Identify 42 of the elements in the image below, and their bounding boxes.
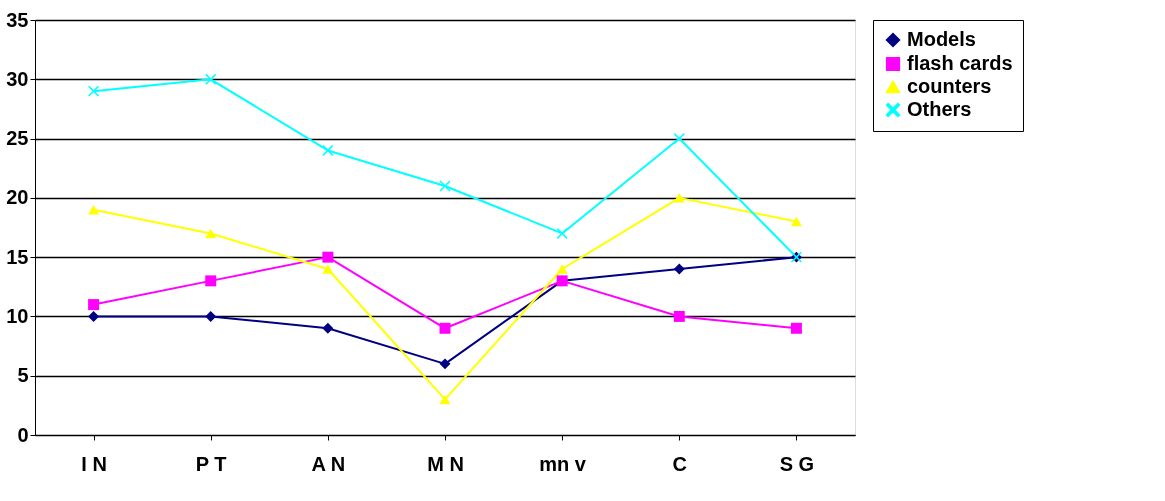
point xyxy=(556,264,568,274)
point xyxy=(439,394,451,405)
point xyxy=(205,310,217,322)
point xyxy=(205,228,217,239)
point xyxy=(673,193,685,203)
point xyxy=(88,310,100,322)
legend-label: Models xyxy=(907,28,976,50)
point xyxy=(322,322,334,334)
legend-label: counters xyxy=(907,75,992,97)
point xyxy=(790,216,802,227)
y-tick-label: 25 xyxy=(6,127,29,150)
x-tick-label: I N xyxy=(81,452,107,475)
point xyxy=(322,251,334,263)
point xyxy=(205,275,217,287)
point xyxy=(88,85,100,97)
point xyxy=(205,73,217,85)
y-tick-label: 15 xyxy=(6,245,29,268)
point xyxy=(673,310,685,322)
point xyxy=(322,144,334,156)
point xyxy=(439,180,451,192)
legend-label: flash cards xyxy=(907,52,1013,74)
y-tick-label: 20 xyxy=(6,186,29,209)
point xyxy=(673,133,685,145)
x-tick-label: mn v xyxy=(539,452,587,475)
x-tick-label: P T xyxy=(195,452,227,475)
x-tick-label: S G xyxy=(779,452,815,475)
point xyxy=(439,358,451,370)
point xyxy=(673,263,685,275)
legend-label: Others xyxy=(907,98,972,120)
y-tick-label: 0 xyxy=(17,423,29,446)
point xyxy=(439,322,451,334)
y-tick-label: 10 xyxy=(6,304,29,327)
y-tick-label: 30 xyxy=(6,67,29,90)
point xyxy=(322,264,334,274)
y-tick-label: 35 xyxy=(6,8,29,31)
y-tick-label: 5 xyxy=(17,364,29,387)
point xyxy=(88,299,100,311)
x-tick-label: M N xyxy=(427,452,464,475)
point xyxy=(790,322,802,334)
x-tick-label: A N xyxy=(311,452,346,475)
point xyxy=(556,227,568,239)
x-tick-label: C xyxy=(672,452,688,475)
